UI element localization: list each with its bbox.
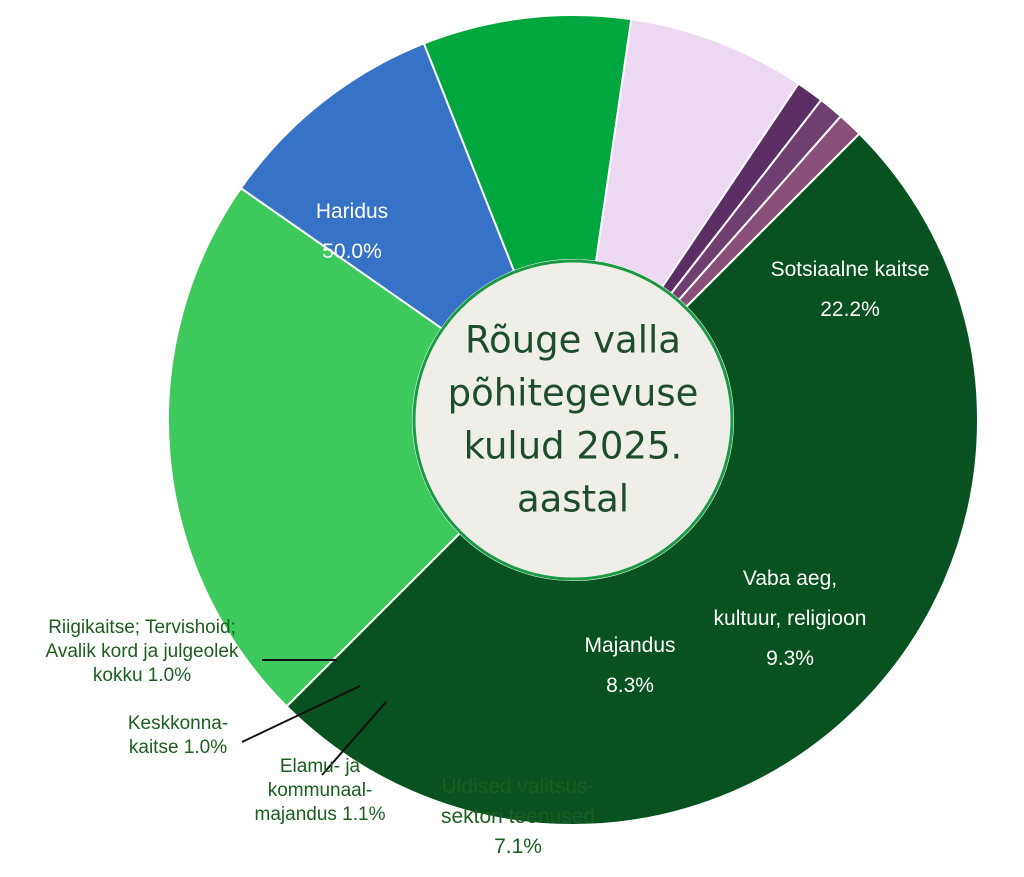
slice-outer-label: Avalik kord ja julgeolek [46, 641, 239, 662]
slice-outer-label: Keskkonna- [128, 713, 228, 734]
leader-line [321, 701, 387, 776]
slice-outer-label: kaitse 1.0% [129, 737, 227, 758]
donut-center [412, 259, 734, 581]
slice-value-label: 9.3% [766, 647, 814, 670]
leader-line [241, 685, 361, 743]
slice-label: sektori teenused [441, 805, 595, 828]
slice-value-label: 50.0% [322, 240, 382, 263]
slice-outer-label: Riigikaitse; Tervishoid; [48, 617, 236, 638]
slice-label: Sotsiaalne kaitse [771, 258, 930, 281]
chart-title-line: kulud 2025. [464, 425, 683, 468]
slice-label: kultuur, religioon [714, 607, 867, 630]
slice-value-label: 7.1% [494, 835, 542, 858]
slice-label: Üldised valitsus- [442, 775, 595, 798]
slice-value-label: 8.3% [606, 674, 654, 697]
slice-outer-label: kommunaal- [268, 780, 373, 801]
chart-title-line: põhitegevuse [448, 372, 699, 415]
slice-label: Vaba aeg, [743, 567, 837, 590]
slice-label: Majandus [584, 634, 675, 657]
chart-title-line: aastal [517, 478, 629, 521]
slice-outer-label: kokku 1.0% [93, 665, 191, 686]
slice-outer-label: Elamu- ja [280, 756, 361, 777]
slice-value-label: 22.2% [820, 298, 880, 321]
slice-outer-label: majandus 1.1% [255, 804, 386, 825]
chart-title-line: Rõuge valla [465, 319, 681, 362]
slice-label: Haridus [316, 200, 388, 223]
